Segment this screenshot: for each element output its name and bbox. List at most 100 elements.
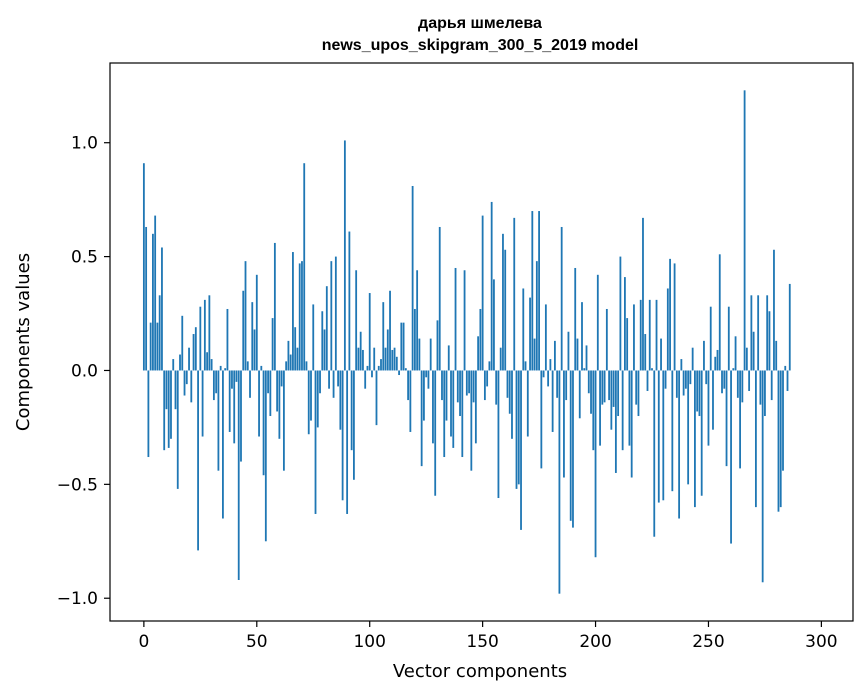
bar <box>337 370 339 387</box>
bar <box>303 163 306 371</box>
bar <box>689 370 692 385</box>
bar <box>474 370 477 444</box>
bar <box>644 334 647 371</box>
bar <box>558 370 561 594</box>
bar <box>549 359 552 371</box>
bar <box>154 215 157 371</box>
bar <box>657 370 660 503</box>
bar <box>565 370 568 401</box>
bar <box>454 267 457 371</box>
bar <box>748 370 751 391</box>
bar <box>775 340 778 371</box>
bar <box>343 140 346 371</box>
bar <box>269 370 272 417</box>
bar <box>687 370 690 485</box>
x-axis-label: Vector components <box>393 661 567 682</box>
bar <box>766 295 769 371</box>
bar <box>273 242 276 371</box>
bar <box>380 359 382 371</box>
bar <box>194 327 197 371</box>
y-axis-label: Components values <box>13 253 34 431</box>
bar <box>465 370 468 396</box>
bar <box>212 370 215 401</box>
bar <box>402 322 405 371</box>
bar <box>174 370 177 410</box>
bar <box>714 356 717 371</box>
bar <box>366 365 369 371</box>
bar <box>445 370 448 421</box>
bar <box>786 370 789 391</box>
bar <box>330 261 333 371</box>
bar <box>310 370 312 421</box>
chart-title: дарья шмелева <box>418 15 542 32</box>
bar <box>285 361 288 371</box>
bar <box>664 370 667 389</box>
bar <box>407 370 410 401</box>
bar <box>642 217 644 371</box>
bar <box>764 370 766 417</box>
bar <box>779 370 782 508</box>
bar <box>732 368 735 371</box>
bar <box>633 304 635 371</box>
bar <box>734 336 737 371</box>
bar <box>172 359 175 371</box>
bar <box>745 347 748 371</box>
bar <box>560 226 563 371</box>
bar <box>522 288 525 371</box>
bar <box>479 308 482 371</box>
bar <box>325 286 328 371</box>
bar <box>298 263 301 371</box>
bar <box>179 354 181 371</box>
x-tick-label: 200 <box>579 632 611 652</box>
bar <box>782 370 784 471</box>
bar <box>669 258 671 371</box>
bar <box>768 311 771 371</box>
bar <box>626 318 629 371</box>
y-tick-label: 0.0 <box>71 361 98 381</box>
bar <box>610 370 613 430</box>
bar <box>436 320 439 371</box>
bar <box>716 349 719 371</box>
bar <box>210 359 213 371</box>
bar <box>624 277 626 371</box>
bar <box>524 361 527 371</box>
chart-subtitle: news_upos_skipgram_300_5_2019 model <box>322 37 639 54</box>
bar <box>619 256 622 371</box>
bar <box>788 283 791 371</box>
bar <box>240 370 242 462</box>
bar <box>653 370 656 537</box>
bar <box>316 370 319 428</box>
bar <box>382 302 385 371</box>
bar <box>544 304 547 371</box>
bar <box>508 370 511 414</box>
bar <box>432 370 434 444</box>
bar <box>637 370 640 417</box>
bar <box>470 370 473 471</box>
bar <box>694 370 696 508</box>
bar <box>429 338 432 371</box>
bar <box>459 370 461 417</box>
bar <box>660 338 662 371</box>
bar <box>384 347 387 371</box>
bar <box>147 370 150 458</box>
bar <box>703 340 705 371</box>
bar <box>639 299 642 371</box>
bar <box>585 345 588 371</box>
bar <box>761 370 764 583</box>
bar <box>504 249 507 371</box>
bar <box>416 270 419 371</box>
bar <box>628 370 631 446</box>
bar <box>237 370 240 580</box>
bar <box>289 354 292 371</box>
bar <box>666 288 669 371</box>
bar <box>183 370 186 396</box>
bar <box>700 370 703 496</box>
bar <box>319 370 321 394</box>
bar <box>493 279 495 371</box>
bar <box>727 306 730 371</box>
bar <box>206 352 209 371</box>
bar <box>373 347 376 371</box>
bar <box>185 370 188 385</box>
bar <box>409 370 412 432</box>
bar <box>203 299 206 371</box>
